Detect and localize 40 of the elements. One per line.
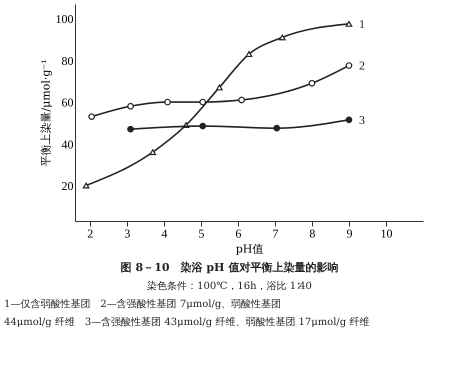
point: [238, 96, 245, 104]
text: 44μmol/g 纤维 3—含强酸性基团 43μmol/g 纤维、弱酸性基团 17μmol/g 纤维: [4, 316, 370, 329]
series-label: 1: [358, 16, 365, 31]
x-tick-label: 5: [198, 226, 204, 240]
x-tick-label: 10: [380, 226, 392, 240]
x-tick-label: 2: [87, 226, 94, 240]
point: [308, 80, 316, 87]
point: [216, 84, 223, 90]
x-tick-label: 9: [346, 226, 352, 240]
point: [149, 149, 156, 156]
y-tick-label: 80: [62, 54, 74, 68]
series-label: 2: [358, 58, 365, 73]
series-label: 3: [358, 112, 365, 127]
text: 染色条件：100℃，16h，浴比 1∶40: [146, 280, 313, 293]
point: [127, 102, 134, 110]
point: [82, 182, 90, 188]
x-tick-label: 4: [161, 226, 168, 240]
x-tick-label: 3: [124, 226, 130, 240]
point: [278, 34, 286, 40]
y-tick-label: 20: [62, 179, 74, 194]
x-tick-label: 7: [272, 226, 278, 240]
x-axis-title: pH值: [236, 242, 264, 256]
point: [346, 116, 352, 124]
text: 图 8－10 染浴 pH 值对平衡上染量的影响: [120, 260, 340, 275]
x-tick-label: 8: [309, 226, 316, 240]
point: [127, 126, 134, 133]
point: [246, 51, 252, 58]
y-tick-label: 40: [62, 137, 74, 152]
point: [273, 124, 280, 132]
point: [88, 113, 95, 120]
point: [199, 122, 206, 130]
y-tick-label: 100: [56, 12, 74, 26]
point: [164, 98, 171, 106]
y-axis-title: 平衡上染量/μmol·g⁻¹: [40, 59, 52, 167]
point: [346, 20, 352, 27]
y-tick-label: 60: [62, 96, 74, 110]
x-tick-label: 6: [235, 226, 242, 240]
point: [346, 62, 352, 69]
text: 1—仅含弱酸性基团 2—含强酸性基团 7μmol/g、弱酸性基团: [4, 298, 282, 311]
point: [199, 98, 206, 106]
